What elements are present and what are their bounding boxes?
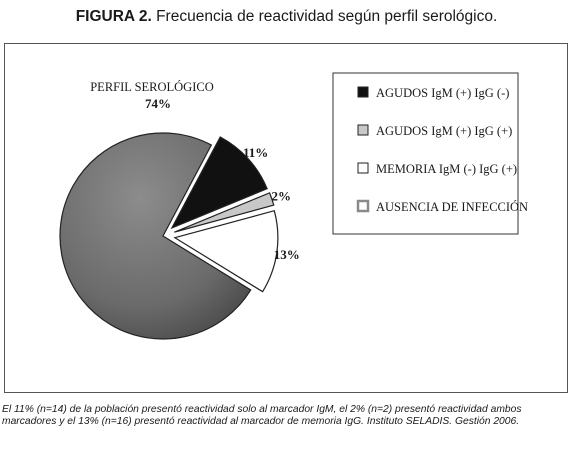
slice-label-ausencia-de-infeccion: 74% [145, 96, 171, 111]
pie-slice-memoria-igm-neg-igg-pos [173, 209, 279, 293]
slice-label-agudos-igm-pos-igg-neg: 11% [243, 145, 268, 160]
legend-swatch-agudos-igm-pos-igg-neg [357, 86, 369, 98]
slice-label-agudos-igm-pos-igg-pos: 2% [272, 189, 292, 204]
legend-swatch-ausencia-de-infeccion [356, 199, 370, 213]
pie-slice-agudos-igm-pos-igg-pos [174, 192, 275, 233]
figure-title-text: Frecuencia de reactividad según perfil s… [156, 8, 498, 25]
pie-slices [59, 132, 279, 340]
pie-slice-agudos-igm-pos-igg-neg [170, 136, 268, 230]
figure-caption: El 11% (n=14) de la población presentó r… [2, 404, 522, 428]
legend: AGUDOS IgM (+) IgG (-) AGUDOS IgM (+) IgG… [356, 86, 528, 214]
legend-label-memoria-igm-neg-igg-pos: MEMORIA IgM (-) IgG (+) [376, 162, 517, 176]
legend-swatch-memoria-igm-neg-igg-pos [357, 162, 369, 174]
slice-labels: 11% 2% 13% 74% [145, 96, 300, 262]
legend-label-agudos-igm-pos-igg-pos: AGUDOS IgM (+) IgG (+) [376, 124, 512, 138]
legend-swatch-agudos-igm-pos-igg-pos [357, 124, 369, 136]
legend-label-ausencia-de-infeccion: AUSENCIA DE INFECCIÓN [376, 200, 528, 214]
slice-label-memoria-igm-neg-igg-pos: 13% [274, 247, 300, 262]
pie-slice-ausencia-de-infeccion [59, 132, 252, 340]
figure-title: FIGURA 2. Frecuencia de reactividad segú… [0, 8, 573, 26]
chart-title: PERFIL SEROLÓGICO [90, 80, 214, 94]
figure-label: FIGURA 2. [75, 8, 152, 25]
legend-label-agudos-igm-pos-igg-neg: AGUDOS IgM (+) IgG (-) [376, 86, 509, 100]
